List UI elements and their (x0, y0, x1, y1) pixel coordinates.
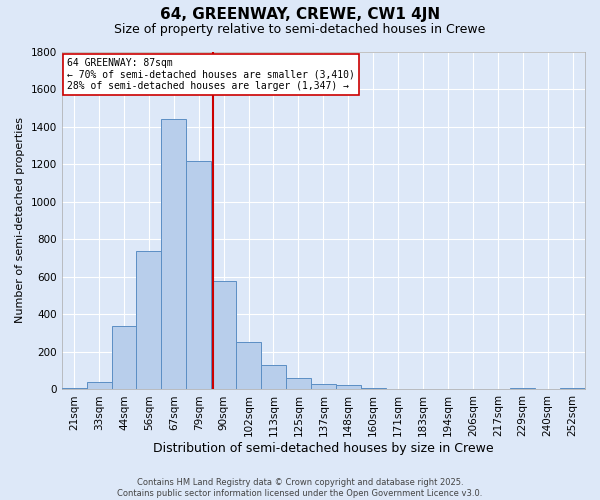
Bar (186, 162, 211, 390)
Bar (112, 326, 136, 390)
Bar (161, 119, 186, 390)
Text: 64 GREENWAY: 87sqm
← 70% of semi-detached houses are smaller (3,410)
28% of semi: 64 GREENWAY: 87sqm ← 70% of semi-detache… (67, 58, 355, 92)
Bar (336, 385, 361, 390)
Text: Contains HM Land Registry data © Crown copyright and database right 2025.
Contai: Contains HM Land Registry data © Crown c… (118, 478, 482, 498)
Text: Size of property relative to semi-detached houses in Crewe: Size of property relative to semi-detach… (115, 22, 485, 36)
Bar (62, 388, 86, 390)
Bar (361, 388, 386, 390)
Bar (510, 388, 535, 390)
Bar (261, 365, 286, 390)
Text: 64, GREENWAY, CREWE, CW1 4JN: 64, GREENWAY, CREWE, CW1 4JN (160, 8, 440, 22)
Bar (560, 388, 585, 390)
Bar (386, 388, 410, 390)
Y-axis label: Number of semi-detached properties: Number of semi-detached properties (15, 118, 25, 324)
Bar (286, 378, 311, 390)
Bar (86, 382, 112, 390)
Bar (211, 280, 236, 390)
Bar (460, 388, 485, 390)
Bar (311, 384, 336, 390)
Bar (410, 388, 436, 390)
Bar (236, 342, 261, 390)
Bar (136, 252, 161, 390)
X-axis label: Distribution of semi-detached houses by size in Crewe: Distribution of semi-detached houses by … (153, 442, 494, 455)
